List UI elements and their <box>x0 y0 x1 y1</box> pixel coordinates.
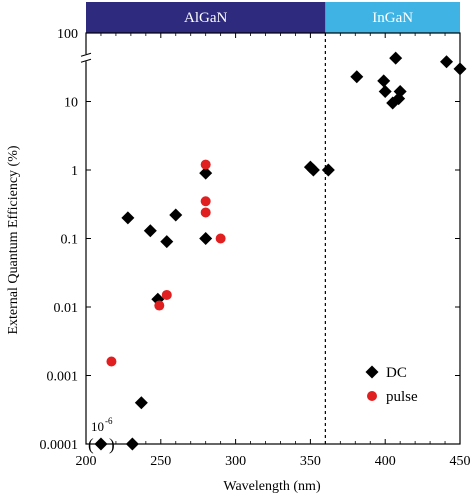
series-dc <box>121 51 467 451</box>
dc-point <box>199 166 213 180</box>
annotation-exponent: -6 <box>105 416 113 426</box>
y-tick-label-10: 10 <box>64 96 78 111</box>
dc-point-1e-6 <box>94 437 108 451</box>
axis-break-mark <box>80 58 92 63</box>
x-tick-label-450: 450 <box>450 454 471 469</box>
axis-ticks: 200 250 300 350 400 450 0.0001 0.001 0.01 0.1 1 10 1… <box>40 27 471 469</box>
x-tick-label-300: 300 <box>225 454 246 469</box>
region-bands: AlGaN InGaN <box>86 2 460 33</box>
x-tick-label-250: 250 <box>150 454 171 469</box>
annotation-1e-6: () 10 -6 <box>88 416 115 454</box>
plot-border <box>85 32 461 445</box>
x-tick-label-400: 400 <box>375 454 396 469</box>
dc-point <box>453 62 467 76</box>
dc-point <box>393 84 407 98</box>
series-pulse <box>106 159 226 367</box>
pulse-point <box>215 233 226 244</box>
pulse-point <box>200 207 211 218</box>
x-axis-title: Wavelength (nm) <box>223 479 321 494</box>
dc-point <box>321 163 335 177</box>
dc-point <box>199 232 213 245</box>
dc-point <box>440 55 454 69</box>
pulse-point <box>200 196 211 207</box>
dc-point <box>143 224 157 238</box>
dc-point <box>160 235 174 249</box>
dc-point <box>350 70 364 84</box>
axis-break-gap <box>82 54 90 62</box>
y-tick-label-0.0001: 0.0001 <box>40 438 79 453</box>
dc-point <box>389 51 403 65</box>
annotation-label: 10 <box>91 419 104 434</box>
legend-item-dc: DC <box>365 365 407 381</box>
y-tick-label-100: 100 <box>57 27 78 42</box>
region-band-algan <box>86 2 326 33</box>
y-axis-title: External Quantum Efficiency (%) <box>6 145 21 334</box>
legend: DC pulse <box>365 365 418 405</box>
legend-marker-pulse <box>367 391 377 401</box>
dc-point <box>134 396 148 410</box>
dc-point <box>125 437 139 451</box>
y-tick-label-0.01: 0.01 <box>54 301 79 316</box>
dc-point <box>121 211 135 225</box>
dc-point <box>377 74 391 88</box>
y-tick-label-1: 1 <box>71 164 78 179</box>
dc-point <box>306 163 320 177</box>
data-points <box>106 51 467 451</box>
pulse-point <box>161 289 172 300</box>
annotation-paren-left: ( <box>88 435 94 454</box>
axis-break-mark <box>80 52 92 57</box>
region-band-ingan <box>325 2 460 33</box>
y-tick-label-0.1: 0.1 <box>61 233 79 248</box>
pulse-point <box>106 356 117 367</box>
x-tick-label-200: 200 <box>76 454 97 469</box>
legend-label-pulse: pulse <box>386 389 418 405</box>
dc-point <box>378 84 392 98</box>
dc-point <box>169 208 183 222</box>
legend-item-pulse: pulse <box>367 389 418 405</box>
legend-label-dc: DC <box>386 365 407 381</box>
pulse-point <box>200 159 211 170</box>
annotation-paren-right: ) <box>109 435 115 454</box>
x-tick-label-350: 350 <box>300 454 321 469</box>
legend-marker-dc <box>365 365 379 379</box>
region-label-algan: AlGaN <box>184 10 227 26</box>
y-tick-label-0.001: 0.001 <box>47 370 79 385</box>
region-label-ingan: InGaN <box>372 10 413 26</box>
pulse-point <box>154 300 165 311</box>
